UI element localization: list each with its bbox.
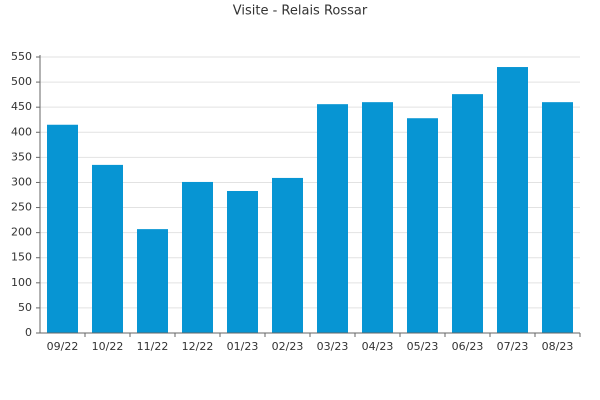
- bar: [542, 102, 573, 333]
- bar: [272, 177, 303, 333]
- y-tick-label: 300: [11, 175, 32, 188]
- y-tick-label: 150: [11, 251, 32, 264]
- bar: [317, 104, 348, 334]
- x-tick-label: 11/22: [137, 340, 169, 353]
- bar: [92, 164, 123, 333]
- bar: [407, 118, 438, 333]
- x-tick-label: 10/22: [92, 340, 124, 353]
- bar: [362, 102, 393, 333]
- bar: [497, 67, 528, 333]
- y-tick-label: 250: [11, 201, 32, 214]
- y-tick-label: 200: [11, 226, 32, 239]
- x-tick-label: 08/23: [542, 340, 574, 353]
- y-tick-label: 100: [11, 276, 32, 289]
- y-tick-label: 400: [11, 125, 32, 138]
- x-tick-label: 12/22: [182, 340, 214, 353]
- x-tick-label: 01/23: [227, 340, 259, 353]
- bar: [227, 190, 258, 333]
- x-tick-label: 05/23: [407, 340, 439, 353]
- x-tick-label: 03/23: [317, 340, 349, 353]
- bar: [452, 94, 483, 333]
- y-tick-label: 550: [11, 50, 32, 63]
- x-tick-label: 09/22: [47, 340, 79, 353]
- y-tick-label: 0: [25, 326, 32, 339]
- y-tick-label: 350: [11, 150, 32, 163]
- x-tick-label: 02/23: [272, 340, 304, 353]
- bar: [47, 124, 78, 333]
- x-tick-label: 06/23: [452, 340, 484, 353]
- x-tick-label: 04/23: [362, 340, 394, 353]
- bar: [182, 181, 213, 333]
- y-tick-label: 500: [11, 75, 32, 88]
- x-tick-label: 07/23: [497, 340, 529, 353]
- chart-title: Visite - Relais Rossar: [233, 4, 368, 19]
- y-tick-label: 50: [18, 301, 32, 314]
- bar: [137, 229, 168, 333]
- y-tick-label: 450: [11, 100, 32, 113]
